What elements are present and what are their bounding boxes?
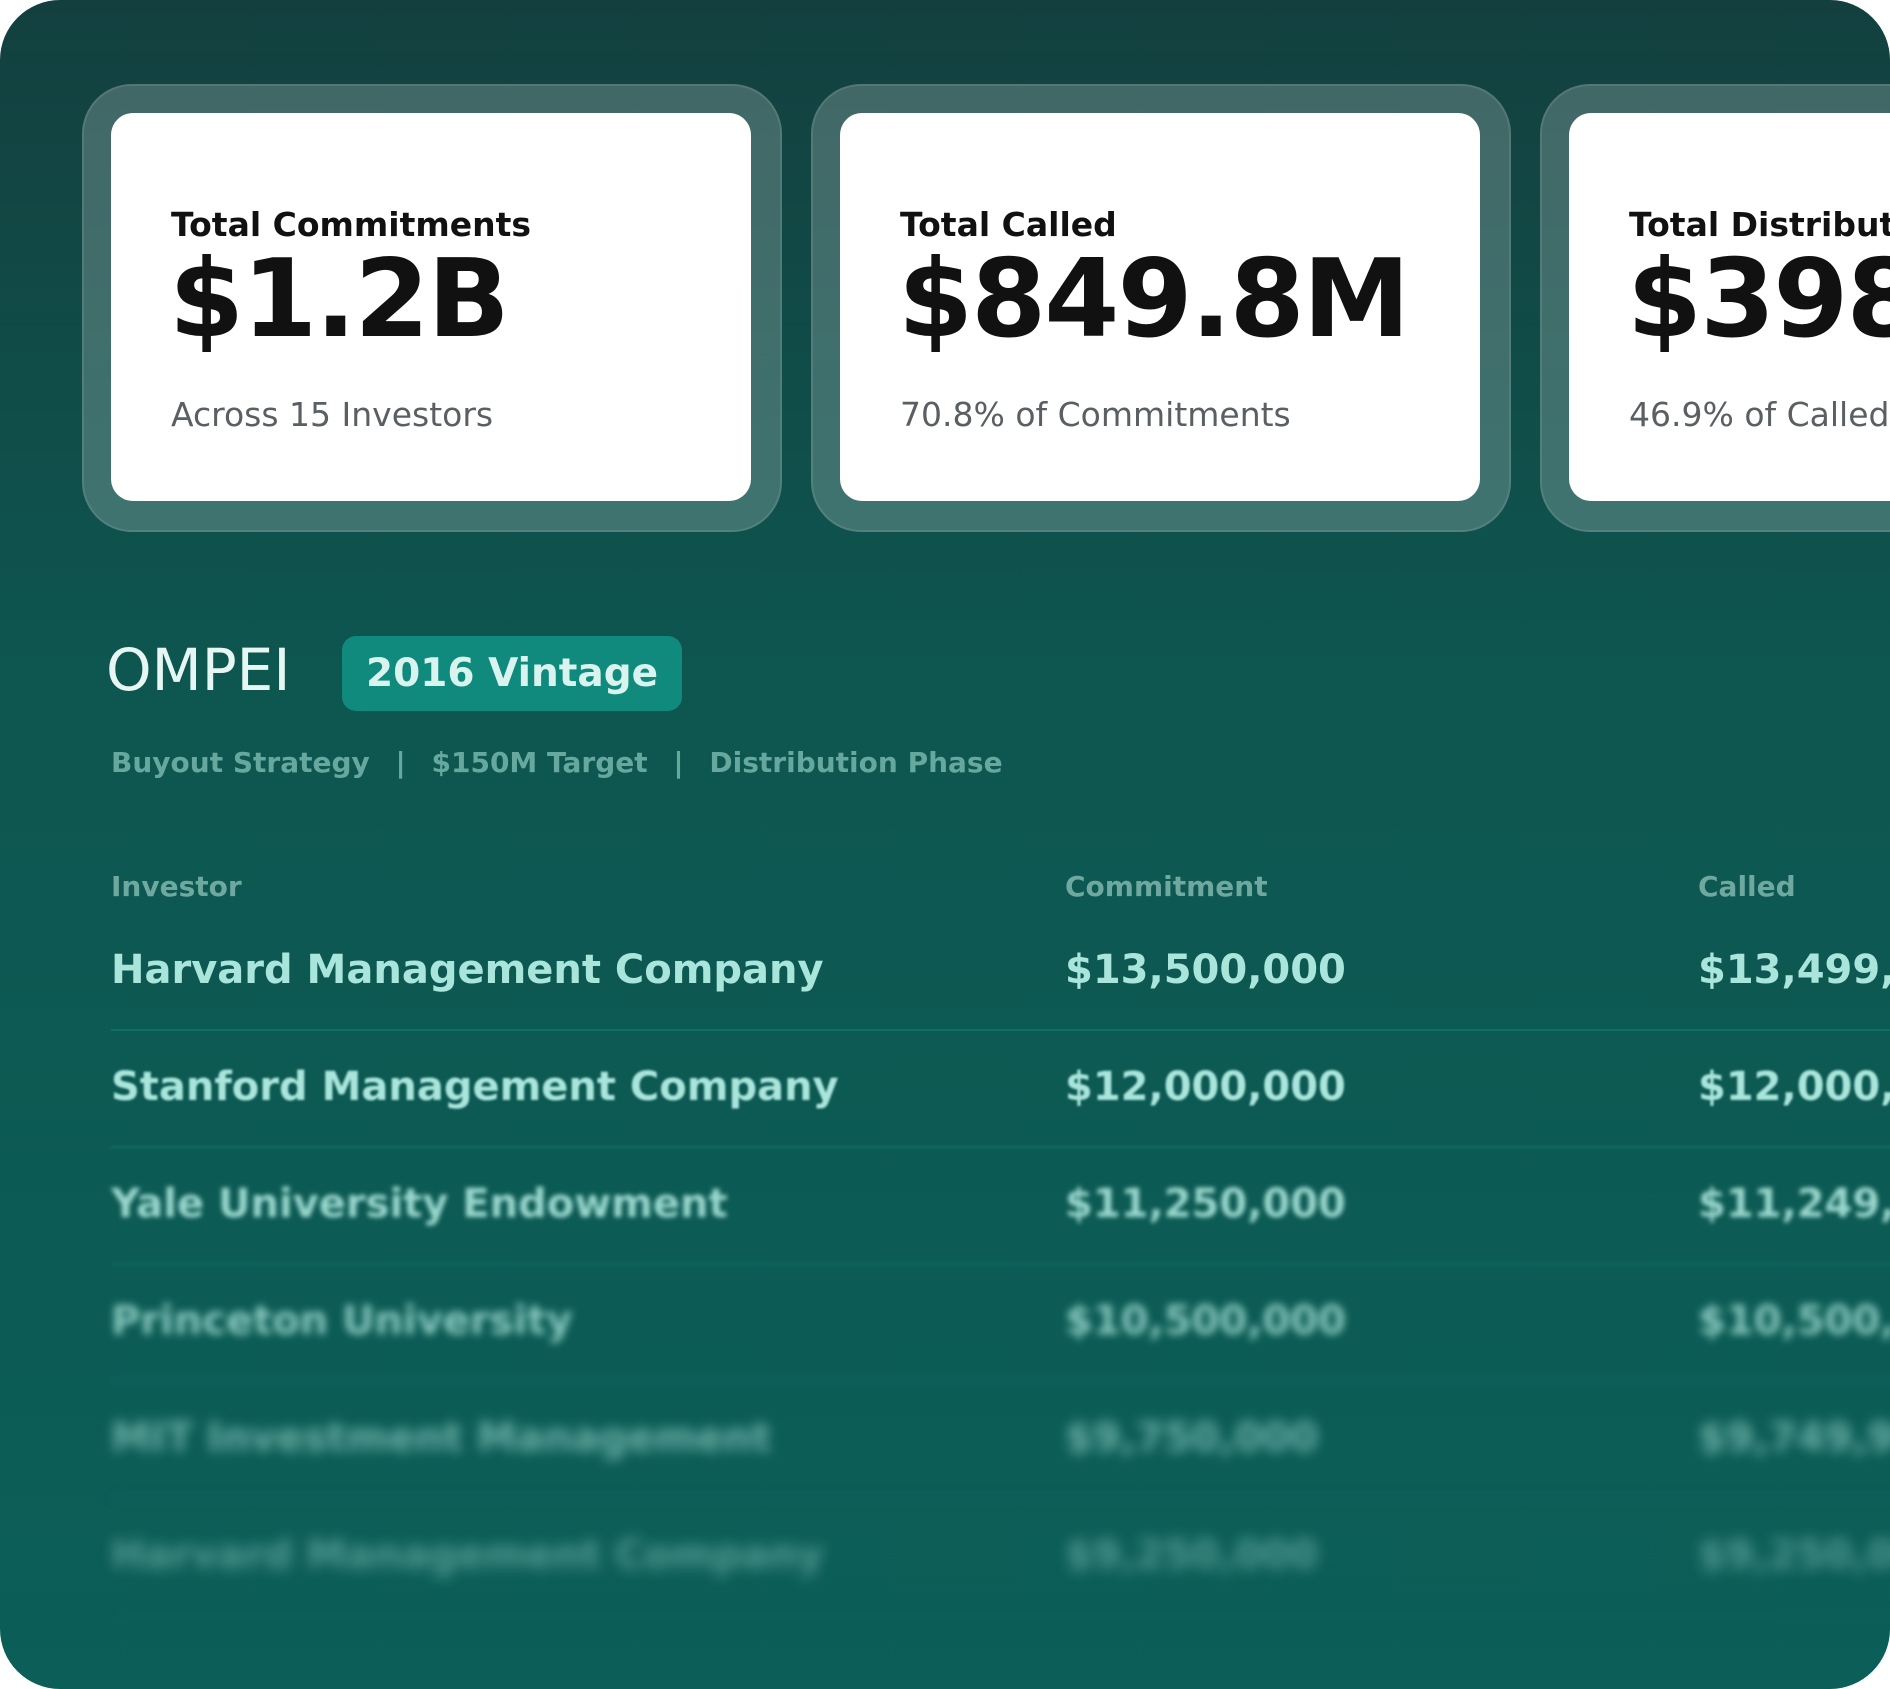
kpi-frame-distributed: Total Distribute $398 46.9% of Called — [1540, 84, 1890, 532]
commitment-value: $9,750,000 — [1065, 1415, 1319, 1461]
meta-separator: | — [395, 746, 406, 779]
column-header-commitment[interactable]: Commitment — [1065, 870, 1268, 903]
kpi-card-total-distributed[interactable]: Total Distribute $398 46.9% of Called — [1569, 113, 1890, 501]
column-header-investor[interactable]: Investor — [111, 870, 242, 903]
kpi-subtext: Across 15 Investors — [171, 395, 494, 434]
called-value: $10,500,0 — [1698, 1298, 1890, 1344]
commitment-value: $10,500,000 — [1065, 1298, 1346, 1344]
kpi-subtext: 46.9% of Called — [1629, 395, 1890, 434]
kpi-value: $398 — [1627, 237, 1890, 362]
column-header-called[interactable]: Called — [1698, 870, 1796, 903]
commitment-value: $9,250,000 — [1065, 1532, 1319, 1578]
table-row[interactable]: MIT Investment Management $9,750,000 $9,… — [111, 1380, 1890, 1499]
called-value: $11,249,9 — [1698, 1181, 1890, 1227]
fund-name: OMPEI — [106, 636, 291, 704]
kpi-frame-called: Total Called $849.8M 70.8% of Commitment… — [811, 84, 1511, 532]
table-row[interactable]: Princeton University $10,500,000 $10,500… — [111, 1263, 1890, 1382]
vintage-badge: 2016 Vintage — [342, 636, 683, 711]
called-value: $13,499,9 — [1698, 947, 1890, 993]
investor-name: MIT Investment Management — [111, 1415, 772, 1461]
investor-name: Stanford Management Company — [111, 1064, 839, 1110]
fund-meta: Buyout Strategy | $150M Target | Distrib… — [111, 746, 1003, 779]
kpi-subtext: 70.8% of Commitments — [900, 395, 1291, 434]
kpi-label: Total Called — [900, 205, 1117, 244]
fund-strategy: Buyout Strategy — [111, 746, 370, 779]
kpi-card-total-commitments[interactable]: Total Commitments $1.2B Across 15 Invest… — [111, 113, 751, 501]
kpi-label: Total Commitments — [171, 205, 532, 244]
called-value: $12,000,0 — [1698, 1064, 1890, 1110]
kpi-frame-commitments: Total Commitments $1.2B Across 15 Invest… — [82, 84, 782, 532]
kpi-label: Total Distribute — [1629, 205, 1890, 244]
investor-name: Harvard Management Company — [111, 1532, 824, 1578]
table-row[interactable]: Stanford Management Company $12,000,000 … — [111, 1029, 1890, 1148]
meta-separator: | — [673, 746, 684, 779]
kpi-value: $849.8M — [898, 237, 1410, 362]
table-row[interactable]: Harvard Management Company $13,500,000 $… — [111, 912, 1890, 1031]
kpi-value: $1.2B — [169, 237, 510, 362]
commitment-value: $12,000,000 — [1065, 1064, 1346, 1110]
called-value: $9,250,00 — [1698, 1532, 1890, 1578]
commitment-value: $13,500,000 — [1065, 947, 1346, 993]
table-row[interactable]: Harvard Management Company $9,250,000 $9… — [111, 1497, 1890, 1616]
fund-target: $150M Target — [431, 746, 648, 779]
investor-name: Harvard Management Company — [111, 947, 824, 993]
called-value: $9,749,99 — [1698, 1415, 1890, 1461]
table-row[interactable]: Yale University Endowment $11,250,000 $1… — [111, 1146, 1890, 1265]
commitment-value: $11,250,000 — [1065, 1181, 1346, 1227]
investor-name: Princeton University — [111, 1298, 573, 1344]
fund-phase: Distribution Phase — [709, 746, 1003, 779]
investor-name: Yale University Endowment — [111, 1181, 728, 1227]
kpi-row: Total Commitments $1.2B Across 15 Invest… — [82, 84, 1890, 534]
kpi-card-total-called[interactable]: Total Called $849.8M 70.8% of Commitment… — [840, 113, 1480, 501]
